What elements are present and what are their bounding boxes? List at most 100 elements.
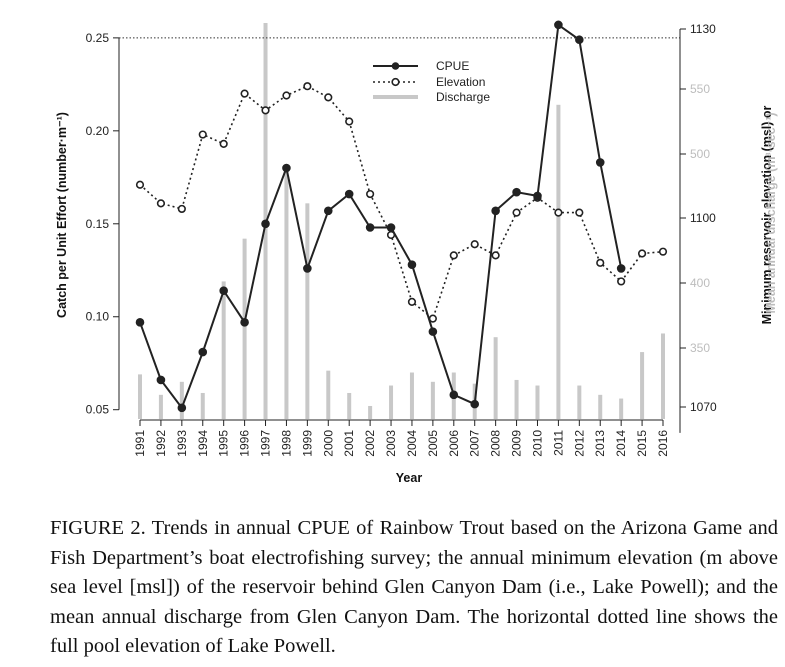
- y2-tick-label: 1130: [690, 22, 716, 36]
- elevation-point: [575, 208, 584, 217]
- cpue-point: [554, 20, 563, 30]
- x-tick-label: 2013: [593, 430, 607, 457]
- discharge-bar: [326, 370, 331, 419]
- cpue-point: [240, 318, 249, 327]
- figure-caption: FIGURE 2. Trends in annual CPUE of Rainb…: [50, 517, 778, 657]
- legend-elevation-label: Elevation: [436, 75, 485, 89]
- y-tick-label: 0.15: [86, 217, 110, 231]
- elevation-point: [345, 117, 354, 126]
- y2-axis-title: Minimum reservoir elevation (msl) or: [760, 105, 774, 324]
- y-axis-title: Catch per Unit Effort (number·m⁻¹): [55, 112, 69, 318]
- discharge-bar: [305, 203, 310, 419]
- discharge-bar: [661, 333, 665, 419]
- y-tick-label: 0.05: [86, 403, 110, 417]
- elevation-point: [282, 91, 291, 100]
- x-tick-label: 2005: [426, 430, 440, 457]
- cpue-point: [261, 219, 270, 229]
- discharge-bar: [368, 405, 373, 419]
- discharge-bar: [284, 171, 289, 419]
- x-tick-label: 2007: [468, 430, 482, 457]
- elevation-point: [240, 89, 249, 98]
- legend-elevation-marker: [391, 77, 400, 87]
- elevation-point: [198, 130, 207, 139]
- elevation-point: [637, 249, 647, 258]
- elevation-point: [407, 297, 417, 306]
- y2-tick-label: 1100: [690, 211, 716, 225]
- x-tick-label: 2015: [635, 430, 649, 457]
- x-tick-label: 2009: [510, 430, 524, 457]
- x-tick-label: 1992: [154, 430, 168, 457]
- x-tick-label: 2003: [384, 430, 398, 457]
- elevation-point: [596, 258, 605, 267]
- discharge-bar: [514, 379, 519, 419]
- discharge-bar: [619, 398, 624, 419]
- elevation-point: [219, 139, 228, 148]
- discharge-bar: [556, 104, 561, 419]
- y3-axis-title: Mean annual discharge (m³·sec⁻¹): [764, 112, 778, 313]
- y3-tick-label: 400: [690, 276, 710, 290]
- cpue-point: [365, 223, 375, 232]
- legend-cpue-label: CPUE: [436, 59, 469, 73]
- discharge-bar: [138, 374, 142, 419]
- cpue-point: [198, 347, 208, 357]
- cpue-point: [428, 327, 438, 336]
- discharge-bar: [493, 337, 498, 419]
- elevation-point: [512, 208, 521, 217]
- elevation-point: [324, 93, 333, 102]
- x-tick-label: 1994: [196, 430, 210, 457]
- elevation-point: [617, 277, 626, 286]
- series-markers: [135, 20, 668, 413]
- elevation-point: [156, 199, 166, 208]
- x-tick-label: 1997: [259, 430, 273, 457]
- x-tick-label: 2001: [342, 430, 356, 457]
- cpue-point: [386, 223, 396, 232]
- cpue-line: [139, 23, 623, 410]
- discharge-bar: [598, 394, 603, 419]
- cpue-point: [282, 163, 291, 173]
- cpue-point: [323, 206, 333, 216]
- y-tick-label: 0.25: [86, 31, 110, 45]
- cpue-point: [344, 189, 354, 199]
- elevation-point: [658, 247, 668, 256]
- cpue-point: [177, 403, 187, 413]
- x-tick-label: 2010: [530, 430, 544, 457]
- elevation-point: [470, 240, 479, 249]
- discharge-bar: [389, 385, 394, 419]
- legend-cpue-marker: [391, 62, 400, 70]
- elevation-point: [428, 314, 437, 323]
- cpue-point: [407, 260, 417, 269]
- x-tick-label: 2002: [363, 430, 377, 457]
- elevation-point: [386, 230, 396, 240]
- cpue-point: [449, 390, 459, 400]
- discharge-bar: [640, 352, 645, 419]
- x-tick-label: 2006: [447, 430, 461, 457]
- cpue-point: [303, 264, 312, 273]
- elevation-point: [491, 251, 500, 260]
- x-tick-label: 1995: [217, 430, 231, 457]
- discharge-bar: [409, 372, 414, 419]
- discharge-bar: [347, 392, 352, 419]
- y3-tick-label: 350: [690, 341, 710, 355]
- elevation-point: [366, 189, 375, 199]
- discharge-bar: [200, 392, 205, 419]
- x-tick-label: 2012: [572, 430, 586, 457]
- cpue-point: [491, 206, 500, 216]
- cpue-point: [575, 35, 584, 45]
- series-lines: [139, 23, 664, 410]
- y-tick-label: 0.10: [86, 310, 110, 324]
- discharge-bar: [179, 381, 184, 419]
- cpue-point: [595, 158, 605, 167]
- cpue-point: [512, 187, 521, 197]
- y3-tick-label: 550: [690, 82, 710, 96]
- x-tick-label: 2008: [489, 430, 503, 457]
- x-axis-title: Year: [396, 471, 423, 485]
- cpue-point: [533, 191, 542, 201]
- cpue-point: [135, 318, 145, 327]
- x-tick-label: 1993: [175, 430, 189, 457]
- x-tick-label: 1996: [238, 430, 252, 457]
- elevation-line: [139, 85, 664, 320]
- elevation-point: [554, 208, 563, 217]
- elevation-point: [449, 251, 458, 260]
- x-tick-label: 2011: [551, 430, 565, 456]
